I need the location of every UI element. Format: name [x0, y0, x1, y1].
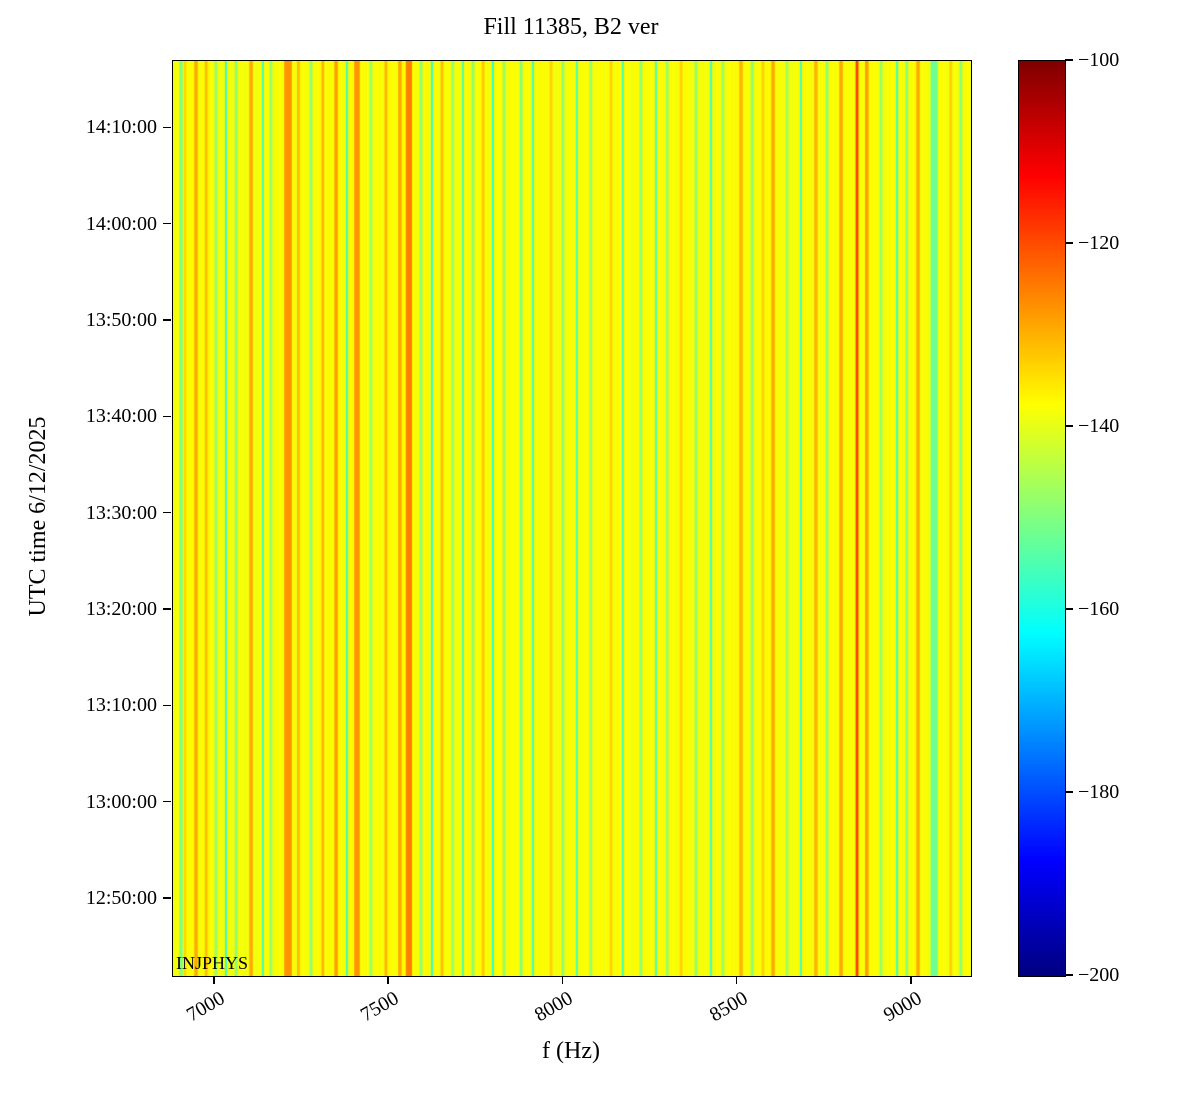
colorbar-tick-label: −180	[1078, 781, 1120, 803]
x-tick-mark	[387, 976, 389, 984]
colorbar-canvas	[1019, 61, 1065, 976]
x-tick-label: 7500	[356, 987, 403, 1027]
y-tick-label: 13:20:00	[85, 598, 157, 620]
x-axis-label: f (Hz)	[542, 1038, 600, 1064]
y-tick-label: 14:00:00	[85, 212, 157, 235]
x-tick-label: 7000	[182, 987, 229, 1027]
x-tick-label: 8000	[531, 987, 577, 1027]
colorbar-tick-label: −140	[1078, 415, 1120, 437]
y-tick-mark	[163, 800, 171, 803]
y-tick-mark	[163, 319, 171, 321]
y-tick-mark	[163, 704, 171, 707]
colorbar-tick-mark	[1065, 425, 1073, 427]
colorbar-tick-mark	[1065, 608, 1073, 610]
annotation-injphys: INJPHYS	[176, 953, 249, 973]
y-tick-mark	[163, 222, 171, 225]
colorbar	[1018, 60, 1066, 977]
y-tick-mark	[163, 511, 171, 514]
y-tick-mark	[163, 126, 171, 129]
colorbar-tick-mark	[1065, 974, 1073, 976]
x-tick-mark	[735, 976, 738, 984]
x-tick-mark	[561, 976, 564, 984]
y-tick-label: 13:50:00	[85, 309, 157, 332]
y-tick-label: 13:30:00	[85, 501, 157, 524]
y-tick-mark	[163, 608, 171, 610]
heatmap-canvas	[173, 61, 971, 976]
heatmap-plot: INJPHYS	[172, 60, 972, 977]
y-tick-label: 13:00:00	[85, 790, 157, 813]
x-tick-mark	[909, 976, 912, 984]
y-tick-mark	[163, 897, 171, 899]
colorbar-tick-mark	[1065, 59, 1073, 61]
y-tick-label: 12:50:00	[85, 886, 157, 909]
colorbar-tick-label: −200	[1078, 964, 1120, 986]
chart-title: Fill 11385, B2 ver	[483, 14, 659, 40]
x-tick-label: 9000	[879, 987, 926, 1027]
y-tick-label: 13:40:00	[85, 405, 157, 428]
x-tick-mark	[213, 976, 215, 984]
colorbar-tick-label: −160	[1078, 598, 1120, 620]
y-tick-label: 13:10:00	[85, 694, 157, 717]
x-tick-label: 8500	[705, 987, 752, 1027]
y-tick-label: 14:10:00	[85, 116, 157, 139]
colorbar-tick-label: −120	[1078, 232, 1120, 254]
colorbar-tick-label: −100	[1078, 49, 1120, 71]
colorbar-tick-mark	[1065, 791, 1073, 793]
colorbar-tick-mark	[1065, 242, 1073, 244]
y-tick-mark	[163, 415, 171, 418]
